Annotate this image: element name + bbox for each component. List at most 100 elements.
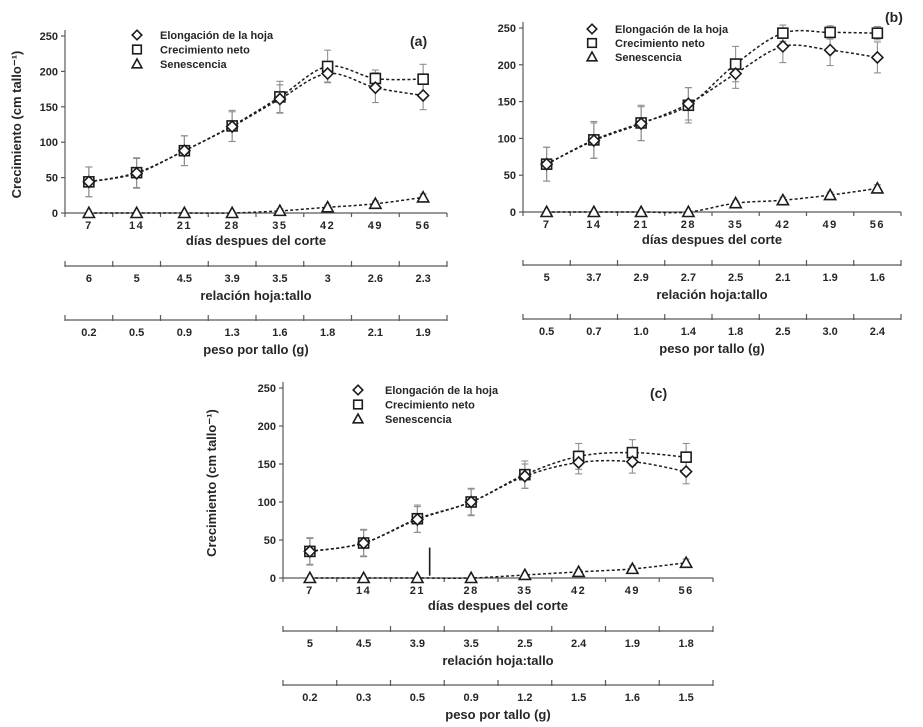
x-axis: 7 14 21 28 35 42 49 56 días despues del corte bbox=[522, 211, 902, 247]
legend: Elongación de la hoja Crecimiento neto Sen… bbox=[351, 384, 499, 426]
sub-axis-relacion-hoja-tallo: 6 5 4.5 3.9 3.5 3 2.6 2.3 relación hoja:tallo bbox=[64, 261, 448, 303]
triangle-marker bbox=[539, 204, 554, 218]
sub-axis-value: 4.5 bbox=[356, 638, 371, 650]
legend-label: Senescencia bbox=[615, 52, 683, 64]
square-icon bbox=[586, 37, 598, 49]
x-tick-label: 49 bbox=[368, 220, 383, 232]
trend-curve-square bbox=[309, 451, 687, 553]
x-tick-label: 7 bbox=[306, 585, 314, 597]
sub-axis-value: 1.9 bbox=[415, 327, 430, 339]
x-axis-label: días despues del corte bbox=[186, 233, 326, 248]
triangle-marker bbox=[517, 567, 532, 581]
x-tick-label: 14 bbox=[129, 220, 144, 232]
diamond-marker bbox=[681, 97, 696, 111]
x-tick-label: 56 bbox=[679, 585, 694, 597]
diamond-marker bbox=[634, 117, 648, 131]
y-tick-label: 0 bbox=[270, 573, 276, 585]
triangle-marker bbox=[272, 203, 287, 217]
sub-axis-value: 3.9 bbox=[410, 638, 425, 650]
y-tick-label: 100 bbox=[498, 133, 516, 145]
square-icon bbox=[131, 44, 143, 55]
x-tick-label: 35 bbox=[728, 219, 743, 231]
sub-axis-value: 1.0 bbox=[633, 326, 648, 338]
sub-axis-title: peso por tallo (g) bbox=[203, 342, 308, 357]
legend: Elongación de la hoja Crecimiento neto Sen… bbox=[585, 23, 729, 64]
legend-label: Senescencia bbox=[160, 59, 228, 71]
sub-axis-value: 2.1 bbox=[368, 327, 383, 339]
y-tick-label: 200 bbox=[40, 66, 58, 78]
y-tick-label: 250 bbox=[40, 31, 58, 43]
sub-axis-value: 5 bbox=[544, 272, 550, 284]
x-tick-label: 14 bbox=[586, 219, 601, 231]
y-tick-label: 100 bbox=[40, 137, 58, 149]
sub-axis-value: 0.9 bbox=[177, 327, 192, 339]
sub-axis-peso-por-tallo: 0.2 0.5 0.9 1.3 1.6 1.8 2.1 1.9 peso por tallo (… bbox=[64, 315, 448, 357]
x-tick-label: 21 bbox=[634, 219, 649, 231]
x-tick-label: 42 bbox=[775, 219, 790, 231]
legend-label: Crecimiento neto bbox=[615, 38, 705, 50]
x-tick-label: 35 bbox=[272, 220, 287, 232]
trend-curve-diamond bbox=[88, 72, 424, 183]
sub-axis-value: 5 bbox=[134, 273, 140, 285]
sub-axis-peso-por-tallo: 0.2 0.3 0.5 0.9 1.2 1.5 1.6 1.5 peso por tallo (… bbox=[282, 680, 714, 722]
triangle-marker bbox=[681, 204, 696, 218]
triangle-marker bbox=[775, 192, 790, 206]
error-bars-triangle bbox=[276, 193, 427, 214]
sub-axis-title: peso por tallo (g) bbox=[445, 707, 550, 722]
sub-axis-title: peso por tallo (g) bbox=[659, 341, 764, 356]
y-tick-label: 0 bbox=[510, 207, 516, 219]
series-triangle-markers bbox=[539, 181, 885, 218]
sub-axis-value: 1.5 bbox=[678, 692, 693, 704]
trend-curve-triangle bbox=[309, 562, 687, 579]
x-tick-label: 28 bbox=[225, 220, 240, 232]
sub-axis-value: 3 bbox=[325, 273, 331, 285]
sub-axis-value: 1.9 bbox=[625, 638, 640, 650]
sub-axis-value: 0.5 bbox=[129, 327, 144, 339]
sub-axis-value: 1.8 bbox=[320, 327, 335, 339]
diamond-marker bbox=[320, 66, 335, 81]
x-tick-label: 14 bbox=[356, 585, 371, 597]
sub-axis-value: 1.8 bbox=[678, 638, 693, 650]
y-tick-label: 100 bbox=[258, 497, 276, 509]
diamond-marker bbox=[587, 133, 601, 148]
triangle-marker bbox=[225, 205, 240, 219]
panel-label: (b) bbox=[885, 9, 903, 25]
series-diamond-markers bbox=[82, 66, 430, 189]
triangle-marker bbox=[571, 564, 586, 578]
sub-axis-value: 0.5 bbox=[539, 326, 554, 338]
sub-axis-value: 0.2 bbox=[302, 692, 317, 704]
sub-axis-value: 2.7 bbox=[681, 272, 696, 284]
sub-axis-value: 0.3 bbox=[356, 692, 371, 704]
sub-axis-value: 3.7 bbox=[586, 272, 601, 284]
x-tick-label: 42 bbox=[320, 220, 335, 232]
sub-axis-value: 1.9 bbox=[822, 272, 837, 284]
triangle-icon bbox=[585, 50, 599, 62]
legend-label: Elongación de la hoja bbox=[615, 24, 729, 36]
diamond-marker bbox=[177, 144, 192, 158]
diamond-marker bbox=[539, 157, 554, 171]
x-tick-label: 49 bbox=[823, 219, 838, 231]
sub-axis-value: 0.9 bbox=[463, 692, 478, 704]
y-tick-label: 250 bbox=[258, 383, 276, 395]
y-tick-label: 0 bbox=[52, 208, 58, 220]
diamond-marker bbox=[356, 536, 371, 550]
square-marker bbox=[824, 26, 836, 39]
legend-label: Crecimiento neto bbox=[385, 400, 475, 412]
triangle-marker bbox=[320, 199, 335, 213]
diamond-marker bbox=[728, 67, 743, 81]
series-diamond-markers bbox=[539, 39, 885, 171]
sub-axis-value: 2.1 bbox=[775, 272, 790, 284]
sub-axis-value: 3.9 bbox=[224, 273, 239, 285]
chart-panel-b: 0 50 100 150 200 250 7 14 21 28 35 42 49 56 días despu… bbox=[498, 9, 903, 356]
square-marker bbox=[417, 73, 429, 85]
diamond-marker bbox=[225, 119, 239, 134]
sub-axis-value: 2.4 bbox=[571, 638, 587, 650]
x-tick-label: 35 bbox=[517, 585, 532, 597]
legend-label: Elongación de la hoja bbox=[160, 30, 274, 42]
panel-label: (c) bbox=[650, 385, 667, 401]
triangle-marker bbox=[870, 181, 885, 194]
triangle-marker bbox=[129, 205, 144, 219]
x-axis-label: días despues del corte bbox=[428, 598, 568, 613]
triangle-marker bbox=[634, 204, 649, 218]
